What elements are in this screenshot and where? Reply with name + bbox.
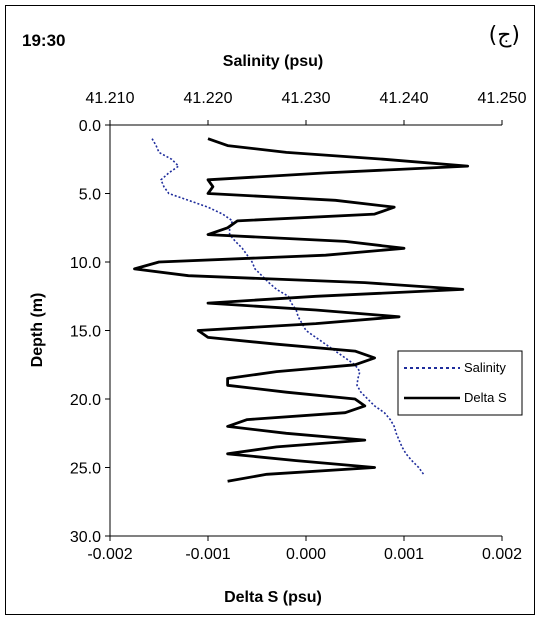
top-tick-label: 41.240 bbox=[380, 90, 429, 107]
series-layer bbox=[133, 137, 470, 483]
legend-salinity-label: Salinity bbox=[464, 360, 506, 375]
y-tick-label: 20.0 bbox=[70, 392, 101, 409]
y-tick-label: 25.0 bbox=[70, 461, 101, 478]
top-tick-label: 41.220 bbox=[184, 90, 233, 107]
y-axis-title: Depth (m) bbox=[29, 293, 46, 368]
top-tick-label: 41.230 bbox=[282, 90, 331, 107]
time-label: 19:30 bbox=[22, 31, 65, 50]
legend-delta-s-label: Delta S bbox=[464, 390, 507, 405]
legend-box bbox=[397, 350, 523, 416]
y-tick-label: 15.0 bbox=[70, 324, 101, 341]
y-tick-label: 30.0 bbox=[70, 529, 101, 546]
bottom-tick-label: -0.002 bbox=[87, 546, 132, 563]
bottom-tick-label: 0.000 bbox=[286, 546, 326, 563]
y-tick-label: 5.0 bbox=[79, 187, 101, 204]
bottom-axis-title: Delta S (psu) bbox=[224, 589, 322, 606]
bottom-tick-label: 0.001 bbox=[384, 546, 424, 563]
series-salinity-line bbox=[151, 138, 425, 475]
panel-label: (ج) bbox=[489, 23, 520, 48]
y-tick-label: 0.0 bbox=[79, 118, 101, 135]
bottom-tick-label: 0.002 bbox=[482, 546, 522, 563]
legend: Salinity Delta S bbox=[397, 350, 523, 416]
chart-frame bbox=[5, 5, 535, 615]
bottom-tick-label: -0.001 bbox=[185, 546, 230, 563]
top-tick-label: 41.210 bbox=[86, 90, 135, 107]
top-axis-title: Salinity (psu) bbox=[223, 53, 323, 70]
axes: 0.0 5.0 10.0 15.0 20.0 25.0 30.0-0.002 -0.001 0.… bbox=[70, 90, 527, 563]
series-delta-s-line bbox=[133, 137, 470, 483]
top-tick-label: 41.250 bbox=[478, 90, 527, 107]
y-tick-label: 10.0 bbox=[70, 255, 101, 272]
